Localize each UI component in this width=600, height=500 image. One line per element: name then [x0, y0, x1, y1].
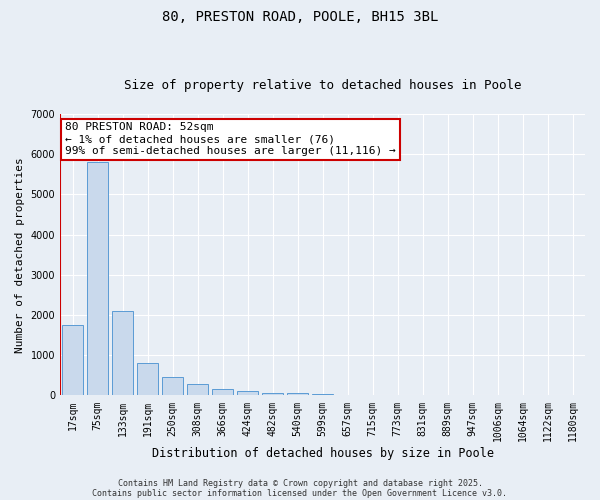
- Text: Contains HM Land Registry data © Crown copyright and database right 2025.: Contains HM Land Registry data © Crown c…: [118, 478, 482, 488]
- Bar: [212, 388, 233, 396]
- Bar: [62, 325, 83, 396]
- Bar: [287, 394, 308, 396]
- Y-axis label: Number of detached properties: Number of detached properties: [15, 157, 25, 352]
- Bar: [312, 394, 333, 396]
- Title: Size of property relative to detached houses in Poole: Size of property relative to detached ho…: [124, 79, 521, 92]
- Bar: [112, 311, 133, 396]
- Bar: [262, 392, 283, 396]
- Text: Contains public sector information licensed under the Open Government Licence v3: Contains public sector information licen…: [92, 488, 508, 498]
- Bar: [87, 162, 108, 396]
- Bar: [237, 392, 258, 396]
- X-axis label: Distribution of detached houses by size in Poole: Distribution of detached houses by size …: [152, 447, 494, 460]
- Text: 80, PRESTON ROAD, POOLE, BH15 3BL: 80, PRESTON ROAD, POOLE, BH15 3BL: [162, 10, 438, 24]
- Bar: [187, 384, 208, 396]
- Bar: [162, 378, 183, 396]
- Text: 80 PRESTON ROAD: 52sqm
← 1% of detached houses are smaller (76)
99% of semi-deta: 80 PRESTON ROAD: 52sqm ← 1% of detached …: [65, 122, 396, 156]
- Bar: [137, 364, 158, 396]
- Bar: [337, 394, 358, 396]
